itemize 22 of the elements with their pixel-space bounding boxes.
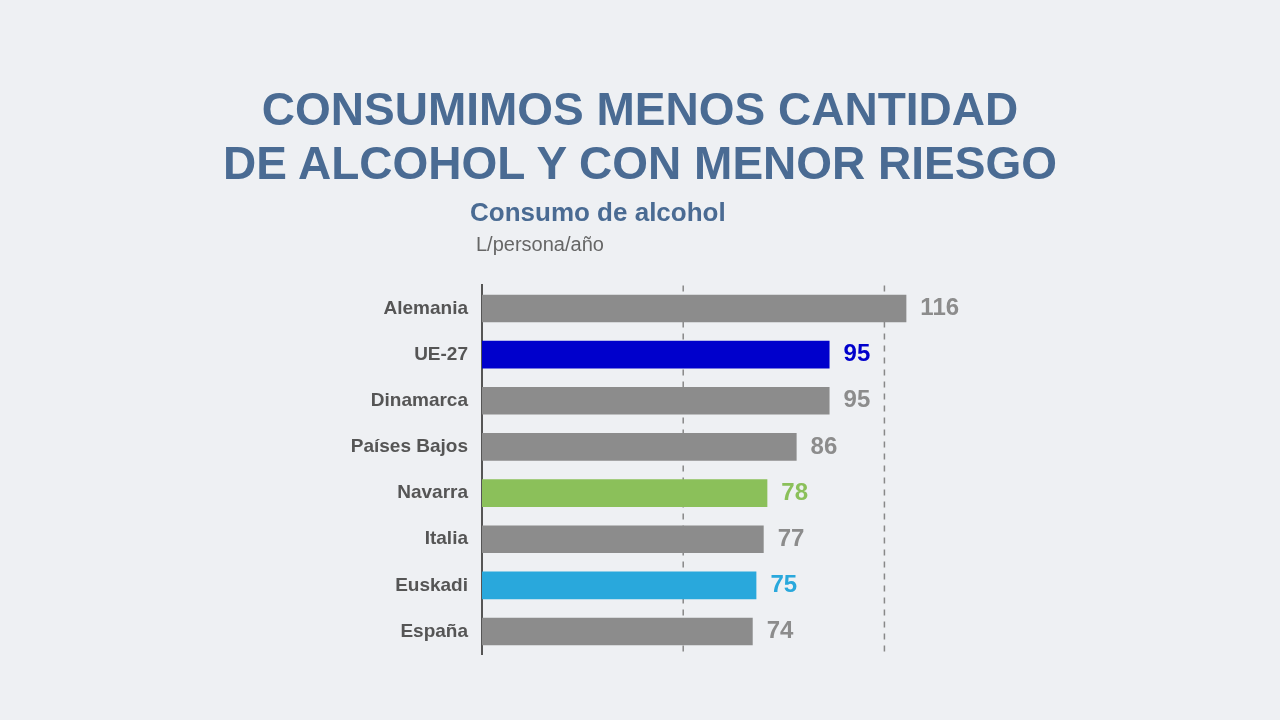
data-label: 86: [810, 431, 838, 459]
data-label: 74: [766, 616, 795, 644]
y-tick-label: Países Bajos: [350, 435, 468, 457]
data-label: 95: [843, 339, 871, 367]
bar: [482, 479, 768, 507]
y-tick-label: Euskadi: [395, 573, 468, 595]
y-tick-label: Italia: [424, 527, 469, 549]
data-label: 77: [777, 523, 805, 551]
y-tick-label: Navarra: [397, 481, 469, 503]
bar: [482, 340, 830, 369]
data-label: 78: [781, 477, 809, 505]
bar: [482, 571, 757, 600]
y-tick-label: Alemania: [383, 296, 469, 318]
chart-title: CONSUMIMOS MENOS CANTIDAD DE ALCOHOL Y CON MENOR RIESGO: [221, 82, 1059, 190]
data-label: 75: [770, 570, 798, 597]
y-tick-label: UE-27: [414, 342, 468, 364]
chart-subtitle: Consumo de alcohol: [470, 197, 726, 228]
x-axis-title: L/persona/año: [476, 233, 604, 256]
data-label: 95: [843, 385, 871, 413]
y-tick-label: España: [400, 619, 469, 641]
y-tick-label: Dinamarca: [370, 389, 469, 411]
data-label: 116: [920, 293, 960, 321]
